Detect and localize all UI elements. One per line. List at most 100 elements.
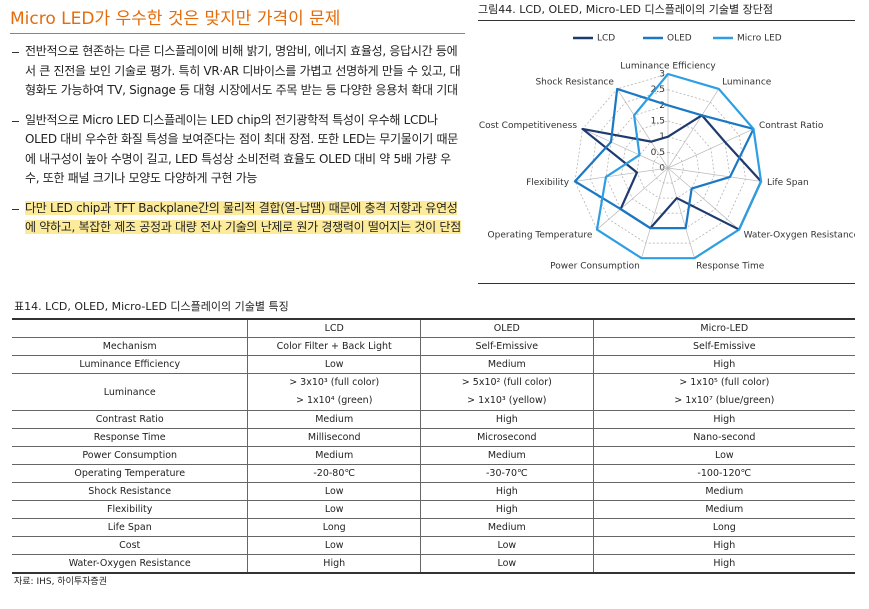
grid-ring — [621, 120, 715, 214]
spoke — [582, 128, 669, 169]
table-cell: Long — [247, 518, 422, 537]
header-cell: LCD — [247, 318, 422, 338]
table-row: Power Consumption Medium Medium Low — [12, 446, 855, 465]
cell-line: > 5x10² (full color) — [461, 377, 552, 388]
table-row: Cost Low Low High — [12, 536, 855, 555]
axis-label: Luminance Efficiency — [620, 62, 716, 72]
table-cell: Medium — [420, 355, 594, 374]
table-cell: Low — [247, 355, 422, 374]
axis-label: Power Consumption — [550, 261, 640, 271]
table-cell: -100-120℃ — [592, 464, 855, 483]
table-cell: Medium — [592, 500, 855, 519]
table-cell: > 3x10³ (full color) > 1x10⁴ (green) — [247, 373, 422, 411]
bullet-text: 전반적으로 현존하는 다른 디스플레이에 비해 밝기, 명암비, 에너지 효율성… — [25, 44, 461, 97]
spoke — [667, 128, 754, 169]
spoke — [574, 167, 669, 182]
bullet-dash — [12, 208, 19, 210]
table-caption: 표14. LCD, OLED, Micro-LED 디스플레이의 기술별 특징 — [14, 300, 289, 313]
table-cell: Medium — [247, 410, 422, 429]
table-cell: Medium — [420, 518, 594, 537]
table-cell: Medium — [420, 446, 594, 465]
table-cell: Luminance — [12, 373, 249, 411]
table-cell: Shock Resistance — [12, 482, 249, 501]
table-cell: High — [420, 500, 594, 519]
r-tick-label: 1.5 — [651, 117, 665, 127]
table-cell: Low — [247, 500, 422, 519]
table-cell: Nano-second — [592, 428, 855, 447]
bullet-text: 일반적으로 Micro LED 디스플레이는 LED chip의 전기광학적 특… — [25, 112, 458, 186]
axis-label: Flexibility — [526, 178, 570, 188]
spec-table: LCD OLED Micro-LED Mechanism Color Filter + … — [12, 318, 855, 574]
r-tick-label: 0.5 — [651, 148, 665, 158]
table-cell: Self-Emissive — [592, 337, 855, 356]
figure-caption: 그림44. LCD, OLED, Micro-LED 디스플레이의 기술별 장단… — [478, 1, 855, 21]
spoke — [596, 167, 669, 230]
table-cell: Luminance Efficiency — [12, 355, 249, 374]
table-cell: Low — [247, 482, 422, 501]
table-cell: -30-70℃ — [420, 464, 594, 483]
cell-line: > 1x10⁷ (blue/green) — [674, 395, 775, 406]
table-cell: High — [592, 554, 855, 574]
header-cell — [12, 318, 249, 338]
header-row: LCD OLED Micro-LED — [12, 318, 855, 338]
table-cell: High — [592, 410, 855, 429]
legend-label: Micro LED — [737, 34, 782, 44]
table-row: Operating Temperature -20-80℃ -30-70℃ -100-… — [12, 464, 855, 483]
spoke — [641, 167, 669, 259]
bullet-list: 전반적으로 현존하는 다른 디스플레이에 비해 밝기, 명암비, 에너지 효율성… — [10, 42, 462, 248]
page-title: Micro LED가 우수한 것은 맞지만 가격이 문제 — [10, 4, 465, 34]
spoke — [667, 167, 740, 230]
header-cell: OLED — [420, 318, 594, 338]
table-cell: Operating Temperature — [12, 464, 249, 483]
table-cell: Low — [420, 554, 594, 574]
table-cell: Flexibility — [12, 500, 249, 519]
legend-label: OLED — [667, 34, 692, 44]
table-row: Luminance > 3x10³ (full color) > 1x10⁴ (gr… — [12, 373, 855, 411]
table-row: Luminance Efficiency Low Medium High — [12, 355, 855, 374]
grid-ring — [590, 89, 746, 244]
table-cell: > 1x10⁵ (full color) > 1x10⁷ (blue/green) — [592, 373, 855, 411]
grid-ring — [652, 151, 684, 184]
bullet: 전반적으로 현존하는 다른 디스플레이에 비해 밝기, 명암비, 에너지 효율성… — [10, 42, 462, 101]
r-tick-label: 1 — [659, 132, 665, 142]
axis-label: Life Span — [767, 178, 809, 188]
bullet: 다만 LED chip과 TFT Backplane간의 물리적 결합(열-납땜… — [10, 199, 462, 238]
axis-label: Operating Temperature — [488, 230, 593, 240]
spoke — [616, 88, 669, 169]
table-row: Water-Oxygen Resistance High Low High — [12, 554, 855, 574]
table-row: Shock Resistance Low High Medium — [12, 482, 855, 501]
source: 자료: IHS, 하이투자증권 — [14, 577, 107, 587]
table-row: Mechanism Color Filter + Back Light Self-E… — [12, 337, 855, 356]
series-line — [581, 114, 763, 231]
table-cell: High — [420, 482, 594, 501]
axis-label: Luminance — [722, 78, 772, 88]
table-cell: Low — [592, 446, 855, 465]
legend-label: LCD — [597, 34, 615, 44]
spoke — [667, 88, 720, 169]
series-line — [595, 72, 763, 260]
table-cell: High — [420, 410, 594, 429]
table-cell: Life Span — [12, 518, 249, 537]
divider — [478, 283, 855, 284]
table-cell: -20-80℃ — [247, 464, 422, 483]
axis-label: Water-Oxygen Resistance — [744, 230, 855, 240]
table-row: Flexibility Low High Medium — [12, 500, 855, 519]
bullet-text: 다만 LED chip과 TFT Backplane간의 물리적 결합(열-납땜… — [25, 200, 461, 234]
cell-line: > 1x10³ (yellow) — [467, 395, 547, 406]
table-cell: Long — [592, 518, 855, 537]
r-tick-label: 2 — [659, 101, 665, 111]
bullet-dash — [12, 52, 19, 53]
table-cell: Contrast Ratio — [12, 410, 249, 429]
header-cell: Micro-LED — [592, 318, 855, 338]
table-row: Life Span Long Medium Long — [12, 518, 855, 537]
series-line — [573, 87, 755, 230]
bullet-dash — [12, 120, 19, 122]
grid-ring — [636, 136, 700, 199]
table-cell: Millisecond — [247, 428, 422, 447]
r-tick-label: 3 — [659, 70, 665, 80]
table-cell: High — [247, 554, 422, 574]
cell-line: > 1x10⁵ (full color) — [679, 377, 770, 388]
table-cell: Water-Oxygen Resistance — [12, 554, 249, 574]
